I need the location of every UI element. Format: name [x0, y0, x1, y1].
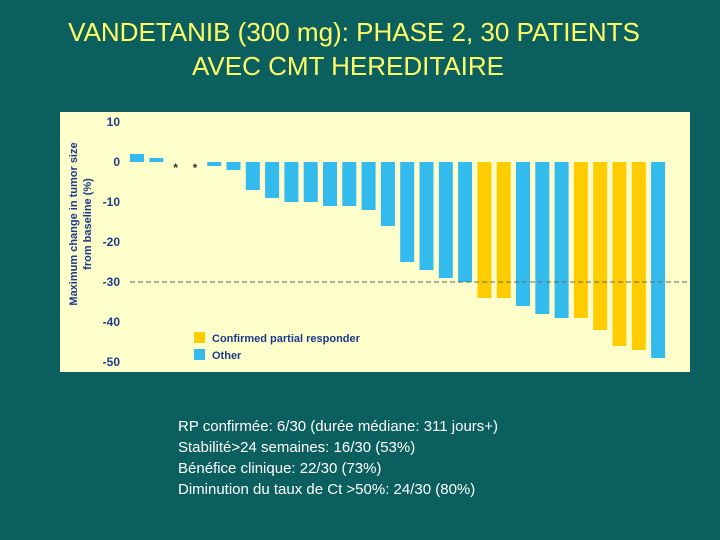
y-tick-label: -10: [103, 195, 121, 209]
slide-title-line-2: AVEC CMT HEREDITAIRE: [191, 51, 505, 81]
bar-other: [342, 162, 357, 206]
note-partial-response: RP confirmée: 6/30 (durée médiane: 311 j…: [178, 418, 499, 435]
bar-other: [303, 162, 318, 202]
bar-other: [535, 162, 550, 314]
bar-other: [554, 162, 569, 318]
y-tick-label: 0: [113, 155, 120, 169]
note-clinical-benefit: Bénéfice clinique: 22/30 (73%): [178, 460, 382, 477]
note-stability: Stabilité>24 semaines: 16/30 (53%): [178, 439, 416, 456]
bar-other: [458, 162, 473, 282]
notes-list: RP confirmée: 6/30 (durée médiane: 311 j…: [178, 416, 498, 500]
y-tick-label: -40: [103, 315, 121, 329]
bar-other: [438, 162, 453, 278]
bar-responder: [612, 162, 627, 346]
note-calcitonin: Diminution du taux de Ct >50%: 24/30 (80…: [178, 481, 476, 498]
y-tick-label: -20: [103, 235, 121, 249]
bar-responder: [631, 162, 646, 350]
bar-other: [265, 162, 280, 198]
y-axis-label: Maximum change in tumor size from baselin…: [68, 142, 94, 305]
bar-other: [245, 162, 260, 190]
y-tick-label: -50: [103, 355, 121, 369]
legend-label-responder: Confirmed partial responder: [212, 333, 361, 345]
y-axis-label-line-1: Maximum change in tumor size: [68, 142, 80, 305]
bar-responder: [593, 162, 608, 330]
bar-responder: [496, 162, 511, 298]
annotation-asterisk: *: [193, 161, 198, 175]
legend-swatch-responder: [194, 332, 205, 343]
bar-other: [207, 162, 222, 166]
bar-other: [419, 162, 434, 270]
bar-responder: [477, 162, 492, 298]
slide-title-line-1: VANDETANIB (300 mg): PHASE 2, 30 PATIENT…: [68, 17, 640, 47]
bar-other: [130, 154, 144, 162]
bar-other: [516, 162, 530, 306]
bar-other: [380, 162, 395, 226]
bar-other: [361, 162, 376, 210]
waterfall-chart: Maximum change in tumor size from baselin…: [60, 112, 690, 372]
legend-label-other: Other: [212, 350, 242, 362]
annotation-asterisk: *: [173, 161, 178, 175]
bar-other: [226, 162, 241, 170]
y-tick-label: 10: [107, 115, 121, 129]
y-tick-label: -30: [103, 275, 121, 289]
bar-other: [149, 158, 164, 162]
bar-other: [323, 162, 337, 206]
bar-other: [651, 162, 666, 358]
bar-other: [400, 162, 415, 262]
legend-swatch-other: [194, 349, 205, 360]
bar-responder: [573, 162, 588, 318]
bar-other: [284, 162, 299, 202]
y-axis-label-line-2: from baseline (%): [82, 178, 94, 270]
